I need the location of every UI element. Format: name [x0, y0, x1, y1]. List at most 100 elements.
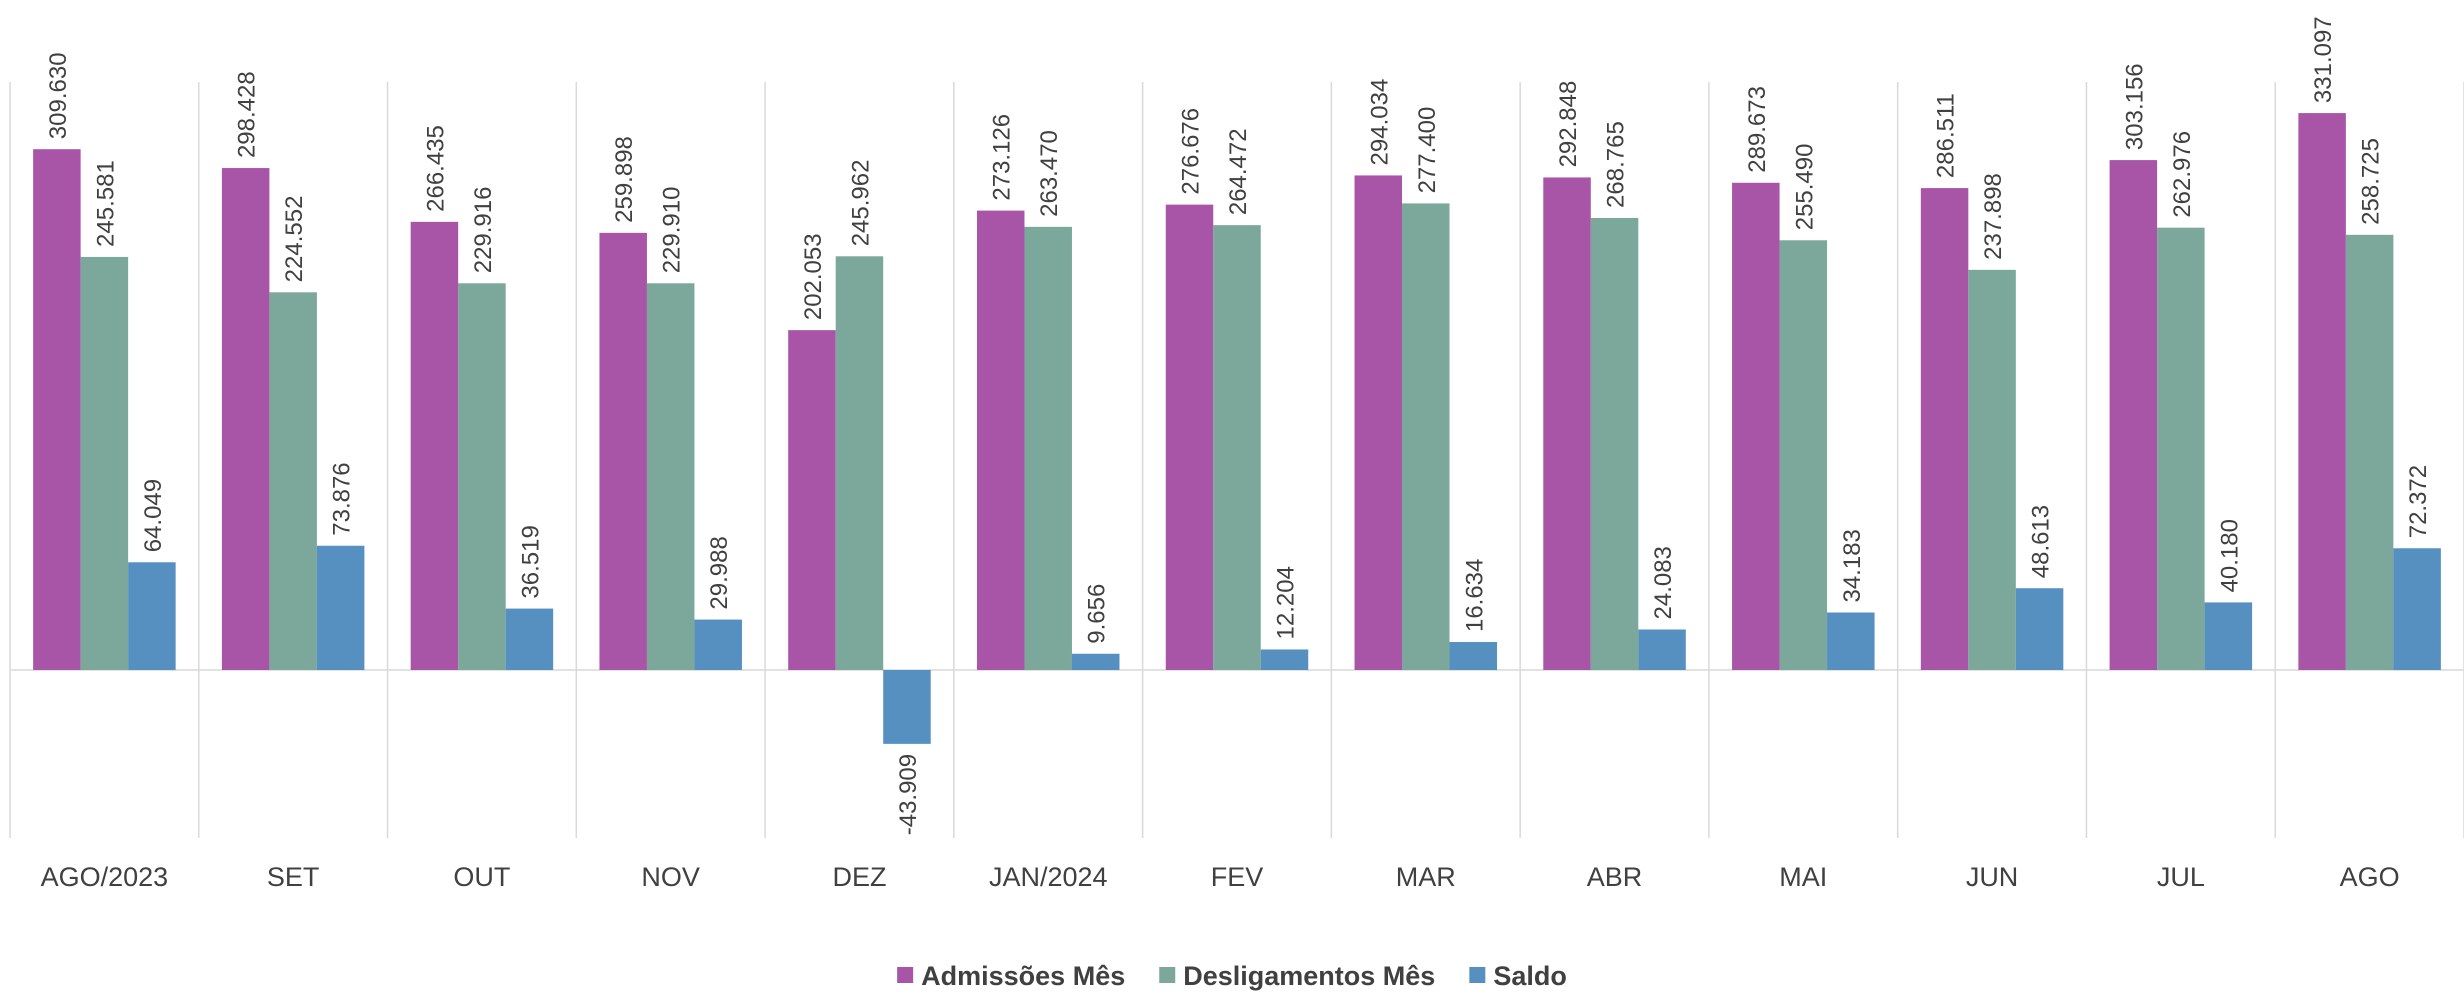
data-label: 48.613	[2028, 505, 2055, 578]
bar-desligamentos-m-s	[2345, 234, 2394, 670]
data-label: 237.898	[1980, 173, 2007, 260]
data-label: 259.898	[611, 136, 638, 223]
data-label: 292.848	[1555, 81, 1582, 168]
bar-saldo	[1260, 649, 1309, 670]
data-label: 309.630	[45, 52, 72, 139]
data-label: 36.519	[517, 525, 544, 598]
bar-admiss-es-m-s	[1354, 175, 1403, 670]
x-tick-label: AGO	[2340, 862, 2400, 892]
bar-admiss-es-m-s	[1732, 182, 1780, 670]
data-label: 245.962	[847, 160, 874, 247]
bar-admiss-es-m-s	[1920, 188, 1969, 670]
data-label: 224.552	[281, 196, 308, 283]
bar-desligamentos-m-s	[458, 283, 506, 670]
bar-admiss-es-m-s	[599, 232, 647, 670]
data-label: 245.581	[92, 160, 119, 247]
bar-desligamentos-m-s	[646, 283, 695, 670]
bar-saldo	[505, 608, 554, 670]
bar-desligamentos-m-s	[2157, 227, 2205, 670]
data-label: 12.204	[1273, 566, 1300, 639]
bar-saldo	[2015, 588, 2064, 670]
bar-admiss-es-m-s	[33, 149, 81, 671]
bar-desligamentos-m-s	[1024, 226, 1072, 671]
bar-desligamentos-m-s	[1590, 217, 1639, 671]
bar-desligamentos-m-s	[835, 256, 884, 670]
x-tick-label: DEZ	[832, 862, 886, 892]
data-label: 276.676	[1178, 108, 1205, 195]
bar-admiss-es-m-s	[410, 221, 459, 670]
data-label: 16.634	[1461, 559, 1488, 632]
x-tick-label: JUN	[1966, 862, 2019, 892]
x-tick-label: ABR	[1587, 862, 1643, 892]
bar-desligamentos-m-s	[1968, 269, 2016, 670]
data-label: 229.910	[659, 187, 686, 274]
data-label: 72.372	[2405, 465, 2432, 538]
legend-label: Desligamentos Mês	[1183, 961, 1435, 991]
bar-saldo	[1071, 653, 1120, 670]
data-label: 262.976	[2169, 131, 2196, 218]
legend: Admissões Mês Desligamentos Mês Saldo	[897, 961, 1567, 991]
bar-desligamentos-m-s	[269, 292, 317, 670]
data-labels: 309.630 245.581 64.049 298.428 224.552 73.876…	[45, 16, 2432, 835]
bar-admiss-es-m-s	[2298, 113, 2346, 670]
legend-swatch	[1469, 967, 1486, 983]
x-tick-label: JAN/2024	[989, 862, 1108, 892]
legend-label: Admissões Mês	[921, 961, 1125, 991]
data-label: 277.400	[1414, 107, 1441, 194]
bar-admiss-es-m-s	[788, 330, 836, 670]
data-label: 34.183	[1839, 529, 1866, 602]
data-label: 29.988	[706, 536, 733, 609]
bar-admiss-es-m-s	[221, 168, 270, 670]
data-label: 303.156	[2121, 63, 2148, 150]
x-tick-label: FEV	[1211, 862, 1264, 892]
data-label: 266.435	[422, 125, 449, 212]
legend-swatch	[897, 967, 914, 983]
x-tick-label: JUL	[2157, 862, 2205, 892]
data-label: 286.511	[1933, 93, 1960, 178]
bar-saldo	[2204, 602, 2253, 670]
x-tick-label: MAR	[1396, 862, 1456, 892]
bar-admiss-es-m-s	[1165, 204, 1214, 670]
bar-desligamentos-m-s	[1213, 225, 1261, 671]
legend-swatch	[1159, 967, 1176, 983]
bar-saldo	[2393, 548, 2441, 670]
bar-admiss-es-m-s	[1543, 177, 1591, 670]
bar-desligamentos-m-s	[1402, 203, 1450, 670]
data-label: 331.097	[2310, 16, 2337, 103]
data-label: 289.673	[1744, 86, 1771, 173]
data-label: 9.656	[1084, 584, 1111, 644]
data-label: 298.428	[234, 71, 261, 158]
bar-admiss-es-m-s	[976, 210, 1025, 671]
bar-admiss-es-m-s	[2109, 160, 2158, 670]
x-tick-label: SET	[267, 862, 320, 892]
x-tick-label: NOV	[641, 862, 700, 892]
data-label: 258.725	[2358, 138, 2385, 225]
data-label: 263.470	[1036, 130, 1063, 217]
bar-desligamentos-m-s	[1779, 240, 1828, 671]
data-label: 64.049	[140, 479, 167, 552]
bar-saldo	[1827, 612, 1875, 670]
data-label: 255.490	[1791, 144, 1818, 231]
bar-saldo	[694, 619, 742, 670]
data-label: 24.083	[1650, 546, 1677, 619]
bars	[33, 113, 2441, 744]
x-tick-label: MAI	[1779, 862, 1827, 892]
legend-label: Saldo	[1493, 961, 1567, 991]
bar-saldo	[316, 545, 365, 670]
bar-saldo	[1638, 629, 1686, 670]
data-label: 73.876	[329, 462, 356, 535]
data-label: 40.180	[2216, 519, 2243, 592]
data-label: 229.916	[470, 187, 497, 274]
bar-desligamentos-m-s	[80, 256, 129, 670]
category-axis: AGO/2023 SET OUT NOV DEZ JAN/2024 FEV MAR ABR MAI…	[41, 862, 2400, 892]
data-label: 273.126	[989, 114, 1016, 201]
bar-saldo	[883, 670, 931, 744]
data-label: -43.909	[895, 754, 922, 835]
bar-saldo	[1449, 642, 1498, 670]
x-tick-label: AGO/2023	[41, 862, 169, 892]
data-label: 268.765	[1603, 121, 1630, 208]
x-tick-label: OUT	[453, 862, 510, 892]
bar-saldo	[128, 562, 176, 670]
data-label: 202.053	[800, 233, 827, 320]
